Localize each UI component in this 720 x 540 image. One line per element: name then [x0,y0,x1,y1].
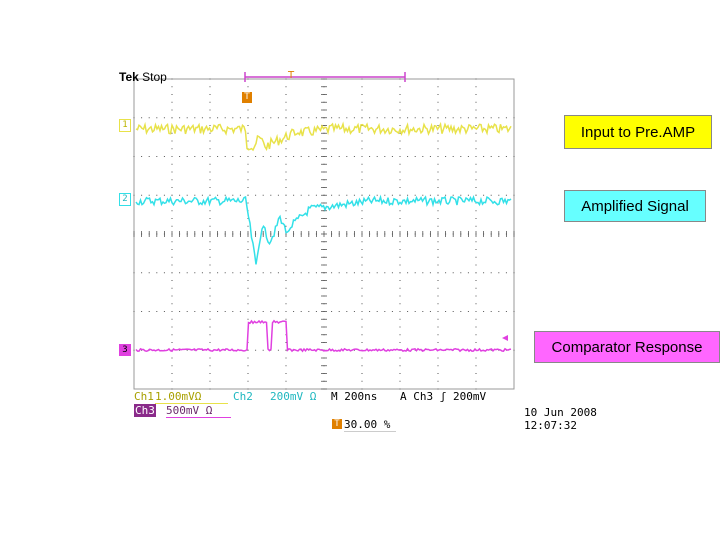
trace-ch1 [135,121,512,152]
ch3-marker[interactable]: 3 [119,344,131,356]
run-state: Stop [142,70,167,84]
ch1-scale[interactable]: 1.00mVΩ [155,390,228,404]
header: Tek Stop [119,70,167,84]
brand-logo: Tek [119,70,139,84]
trigger-position-icon: T [242,92,252,103]
trigger-pos-icon: T [332,419,342,429]
ch1-name: Ch1 [134,390,154,403]
time-display: 12:07:32 [524,419,577,432]
trigger-level-arrow [502,335,508,341]
ch2-name: Ch2 [233,390,253,403]
ch2-marker[interactable]: 2 [119,193,131,206]
trigger-readout[interactable]: A Ch3 ʃ 200mV [400,390,487,403]
callout-amplified-signal: Amplified Signal [564,190,706,222]
ch2-scale[interactable]: 200mV Ω [270,390,317,403]
timebase[interactable]: M 200ns [331,390,378,403]
ch3-scale[interactable]: 500mV Ω [166,404,231,418]
trigger-position[interactable]: 30.00 % [344,418,396,432]
trace-ch2 [135,194,512,265]
ch1-marker[interactable]: 1 [119,119,131,132]
callout-comparator-response: Comparator Response [534,331,720,363]
ch3-name: Ch3 [134,404,156,417]
callout-input-preamp: Input to Pre.AMP [564,115,712,149]
graticule-grid [133,78,515,390]
trace-ch3 [135,319,512,353]
trigger-marker-top: T [288,70,295,81]
date-display: 10 Jun 2008 [524,406,597,419]
